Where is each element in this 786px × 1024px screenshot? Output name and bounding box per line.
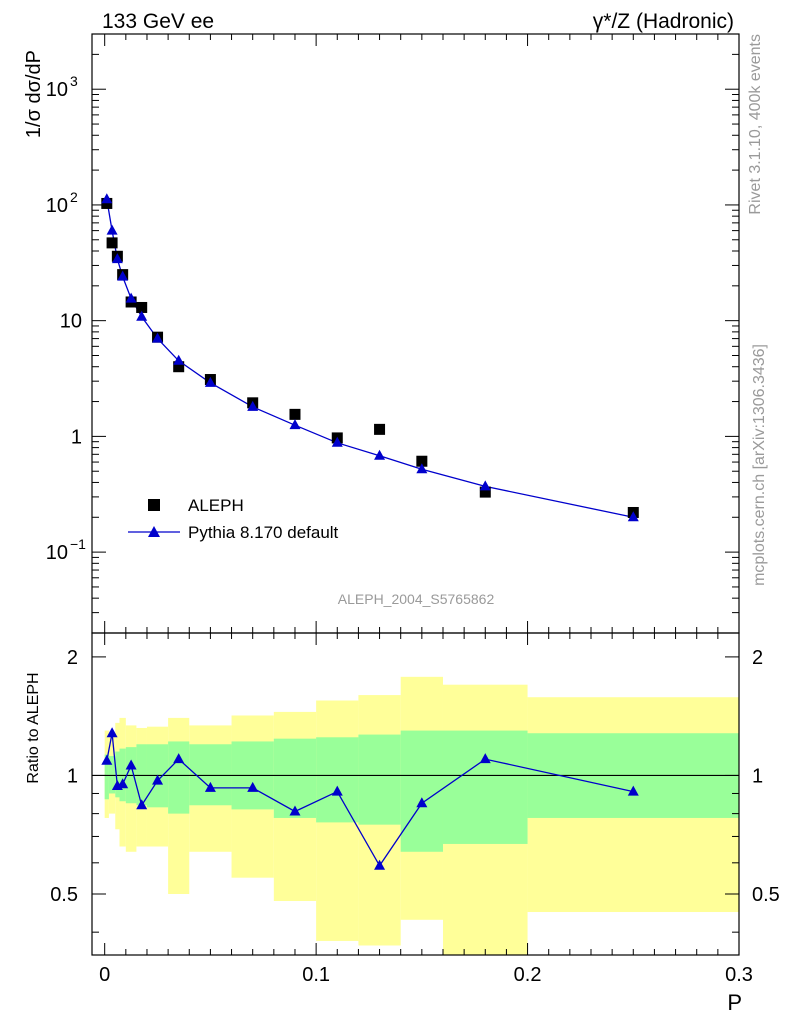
aleph-point [479,486,491,498]
pythia-point [204,376,216,387]
ratio-point [204,781,216,792]
rivet-version-label: Rivet 3.1.10, 400k events [747,34,764,215]
y-tick-label: 10 [46,79,68,101]
aleph-point [101,197,113,209]
y-tick-label: 10 [46,195,68,217]
pythia-point [173,354,185,365]
aleph-point [173,361,185,373]
pythia-point [125,292,137,303]
x-tick-label: 0.2 [514,964,542,986]
x-tick-label: 0.3 [725,964,753,986]
analysis-label: ALEPH_2004_S5765862 [338,591,495,607]
ratio-point [136,799,148,810]
pythia-point [247,400,259,411]
main-plot-frame [91,33,740,634]
y-tick-exponent: 3 [70,73,78,89]
aleph-point [289,408,301,420]
ratio-band-inner [104,754,109,800]
ratio-point [152,774,164,785]
ratio-y-tick-label-right: 0.5 [752,884,780,906]
ratio-band-inner [115,751,120,798]
aleph-point [106,237,118,249]
pythia-point [374,449,386,460]
ratio-y-tick-label: 0.5 [50,884,78,906]
ratio-point [106,727,118,738]
ratio-point [416,797,428,808]
ratio-y-tick-label: 1 [67,765,78,787]
pythia-line [106,199,634,518]
pythia-point [117,270,129,281]
ratio-y-tick-label: 2 [67,647,78,669]
pythia-point [136,310,148,321]
legend-marker-pythia [148,526,160,537]
ratio-y-tick-label-right: 1 [752,765,763,787]
mcplots-label: mcplots.cern.ch [arXiv:1306.3436] [751,344,768,586]
legend-label-pythia: Pythia 8.170 default [188,523,339,542]
ratio-point [247,781,259,792]
chart-title: 133 GeV ee [102,10,214,33]
ratio-point [117,778,129,789]
y-tick-exponent: 2 [70,189,78,205]
pythia-point [627,511,639,522]
legend-label-aleph: ALEPH [188,496,244,515]
legend-marker-aleph [148,499,160,511]
pythia-point [101,193,113,204]
x-tick-label: 0.1 [302,964,330,986]
process-label: γ*/Z (Hadronic) [593,10,734,33]
y-tick-label: 10 [60,311,82,333]
ratio-band-inner [358,734,401,825]
ratio-band-inner [108,756,116,794]
ratio-point [627,785,639,796]
ratio-ylabel: Ratio to ALEPH [25,672,42,783]
aleph-point [416,455,428,467]
ratio-band-inner [400,730,443,852]
pythia-point [479,480,491,491]
pythia-point [416,463,428,474]
ratio-point [125,759,137,770]
x-tick-label: 0 [99,964,110,986]
ratio-plot-frame [91,632,740,956]
ratio-point [101,754,113,765]
legend: ALEPH Pythia 8.170 default [128,496,339,542]
x-axis-label: P [727,990,742,1015]
ratio-point [289,805,301,816]
y-tick-label: 10 [46,542,68,564]
ratio-point [374,859,386,870]
pythia-point [331,436,343,447]
pythia-point [106,224,118,235]
aleph-point [136,301,148,313]
y-tick-exponent: −1 [70,536,86,552]
pythia-point [111,253,123,264]
aleph-point [374,423,386,435]
main-ylabel: 1/σ dσ/dP [23,50,45,138]
y-tick-label: 1 [71,426,82,448]
ratio-band-inner [136,744,147,806]
ratio-band-inner [168,741,190,814]
ratio-point [173,753,185,764]
ratio-band-inner [442,730,528,844]
ratio-band-inner [316,737,359,823]
ratio-y-tick-label-right: 2 [752,647,763,669]
ratio-point [331,785,343,796]
pythia-point [289,419,301,430]
pythia-point [152,332,164,343]
ratio-point [479,753,491,764]
